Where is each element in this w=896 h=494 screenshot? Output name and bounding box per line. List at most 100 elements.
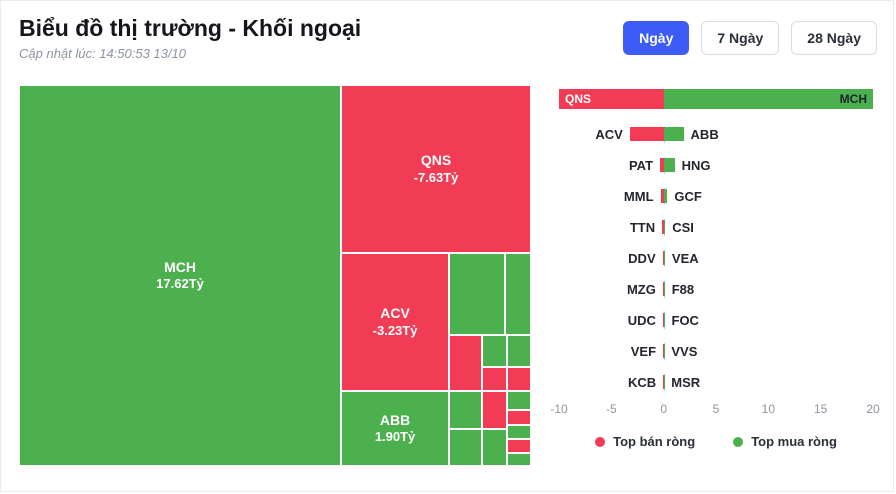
buy-ticker-gcf: GCF xyxy=(674,189,702,204)
pair-row-vef-vvs: VEF VVS xyxy=(559,336,873,367)
tile-ticker: MCH xyxy=(164,258,196,275)
range-buttons: Ngày 7 Ngày 28 Ngày xyxy=(623,21,877,55)
tile-value: -7.63Tỷ xyxy=(413,169,459,185)
tile-value: 17.62Tỷ xyxy=(156,276,204,292)
buy-ticker-vvs: VVS xyxy=(671,344,698,359)
buy-bar-hng xyxy=(663,158,675,172)
pair-rows: ACV ABB PAT HNG MML GCF TTN CSI DDV VEA MZG F88 UDC F… xyxy=(559,119,873,398)
pair-row-udc-foc: UDC FOC xyxy=(559,305,873,336)
sell-bar-vef xyxy=(662,344,664,358)
treemap-tile-17[interactable] xyxy=(506,425,531,440)
buy-bar-f88 xyxy=(663,282,665,296)
sell-bar-mml xyxy=(660,189,664,203)
axis-tick-5: 5 xyxy=(712,402,720,416)
treemap-tile-9[interactable] xyxy=(506,334,531,367)
treemap-tile-18[interactable] xyxy=(506,439,531,453)
treemap-tile-12[interactable] xyxy=(449,429,482,466)
buy-bar-foc xyxy=(663,313,665,327)
x-axis: -10 -5 0 5 10 15 20 xyxy=(550,402,879,420)
sell-bar-pat xyxy=(660,158,664,172)
legend-label: Top bán ròng xyxy=(613,434,696,449)
sell-ticker-pat: PAT xyxy=(628,158,654,173)
treemap-tile-10[interactable] xyxy=(506,366,531,391)
pair-row-kcb-msr: KCB MSR xyxy=(559,367,873,398)
treemap-tile-8[interactable] xyxy=(481,366,507,391)
treemap-tile-mch[interactable]: MCH 17.62Tỷ xyxy=(19,85,342,466)
legend-item-top-b-n-r-ng: Top bán ròng xyxy=(595,434,695,449)
updated-at: Cập nhật lúc: 14:50:53 13/10 xyxy=(19,46,186,61)
buy-ticker-abb: ABB xyxy=(690,127,719,142)
summary-stacked-bar: QNS MCH xyxy=(559,89,873,109)
sell-ticker-vef: VEF xyxy=(630,344,657,359)
buy-bar-vvs xyxy=(663,344,665,358)
summary-sell-segment[interactable]: QNS xyxy=(559,89,664,109)
treemap-tile-16[interactable] xyxy=(506,409,531,426)
buy-ticker-hng: HNG xyxy=(681,158,711,173)
treemap-tile-6[interactable] xyxy=(449,334,482,391)
legend-label: Top mua ròng xyxy=(751,434,837,449)
tile-ticker: ACV xyxy=(380,305,410,322)
treemap-tile-abb[interactable]: ABB 1.90Tỷ xyxy=(341,390,450,466)
sell-bar-kcb xyxy=(662,375,664,389)
axis-tick--5: -5 xyxy=(605,402,617,416)
sell-ticker-mzg: MZG xyxy=(626,282,656,297)
buy-ticker-csi: CSI xyxy=(672,220,694,235)
sell-ticker-mml: MML xyxy=(623,189,654,204)
summary-buy-ticker: MCH xyxy=(839,92,867,106)
treemap-tile-5[interactable] xyxy=(504,253,531,335)
summary-sell-ticker: QNS xyxy=(565,92,592,106)
buy-ticker-vea: VEA xyxy=(671,251,699,266)
buy-ticker-msr: MSR xyxy=(671,375,701,390)
buy-ticker-f88: F88 xyxy=(671,282,695,297)
sell-bar-ddv xyxy=(662,251,664,265)
buy-ticker-foc: FOC xyxy=(671,313,699,328)
legend-dot xyxy=(595,436,606,447)
axis-tick-0: 0 xyxy=(660,402,667,416)
pair-row-mzg-f88: MZG F88 xyxy=(559,274,873,305)
net-value-panel: QNS MCH ACV ABB PAT HNG MML GCF TTN CSI DDV VEA MZG… xyxy=(550,89,880,449)
legend: Top bán ròng Top mua ròng xyxy=(559,434,873,449)
treemap-chart: MCH 17.62Tỷ QNS -7.63Tỷ ACV -3.23Tỷ ABB 1.90Tỷ xyxy=(19,85,531,466)
sell-bar-ttn xyxy=(662,220,664,234)
range-button-28-ng-y[interactable]: 28 Ngày xyxy=(791,21,877,55)
summary-buy-segment[interactable]: MCH xyxy=(663,89,873,109)
sell-bar-mzg xyxy=(662,282,664,296)
sell-bar-udc xyxy=(662,313,664,327)
buy-bar-abb xyxy=(663,127,684,141)
treemap-tile-13[interactable] xyxy=(481,390,507,430)
sell-bar-acv xyxy=(629,127,664,141)
sell-ticker-kcb: KCB xyxy=(627,375,657,390)
treemap-tile-19[interactable] xyxy=(506,452,531,466)
pair-row-ddv-vea: DDV VEA xyxy=(559,243,873,274)
buy-bar-msr xyxy=(663,375,665,389)
sell-ticker-udc: UDC xyxy=(627,313,656,328)
axis-tick--10: -10 xyxy=(550,402,568,416)
treemap-tile-11[interactable] xyxy=(449,390,482,430)
buy-bar-csi xyxy=(663,220,666,234)
axis-tick-20: 20 xyxy=(866,402,880,416)
treemap-tile-7[interactable] xyxy=(481,334,507,367)
axis-tick-10: 10 xyxy=(761,402,776,416)
sell-ticker-ttn: TTN xyxy=(629,220,656,235)
axis-tick-15: 15 xyxy=(813,402,828,416)
page-title: Biểu đồ thị trường - Khối ngoại xyxy=(19,15,362,41)
tile-value: 1.90Tỷ xyxy=(374,429,416,445)
pair-row-acv-abb: ACV ABB xyxy=(559,119,873,150)
range-button-ng-y[interactable]: Ngày xyxy=(623,21,690,55)
pair-row-pat-hng: PAT HNG xyxy=(559,150,873,181)
pair-row-ttn-csi: TTN CSI xyxy=(559,212,873,243)
treemap-tile-qns[interactable]: QNS -7.63Tỷ xyxy=(341,85,531,254)
range-button-7-ng-y[interactable]: 7 Ngày xyxy=(701,21,780,55)
tile-ticker: ABB xyxy=(379,411,411,428)
sell-ticker-ddv: DDV xyxy=(628,251,656,266)
treemap-tile-4[interactable] xyxy=(449,253,505,335)
treemap-tile-acv[interactable]: ACV -3.23Tỷ xyxy=(341,253,450,391)
buy-bar-gcf xyxy=(663,189,668,203)
pair-row-mml-gcf: MML GCF xyxy=(559,181,873,212)
sell-ticker-acv: ACV xyxy=(595,127,623,142)
tile-ticker: QNS xyxy=(420,152,452,169)
treemap-tile-14[interactable] xyxy=(481,429,507,466)
treemap-tile-15[interactable] xyxy=(506,390,531,410)
legend-item-top-mua-r-ng: Top mua ròng xyxy=(733,434,837,449)
